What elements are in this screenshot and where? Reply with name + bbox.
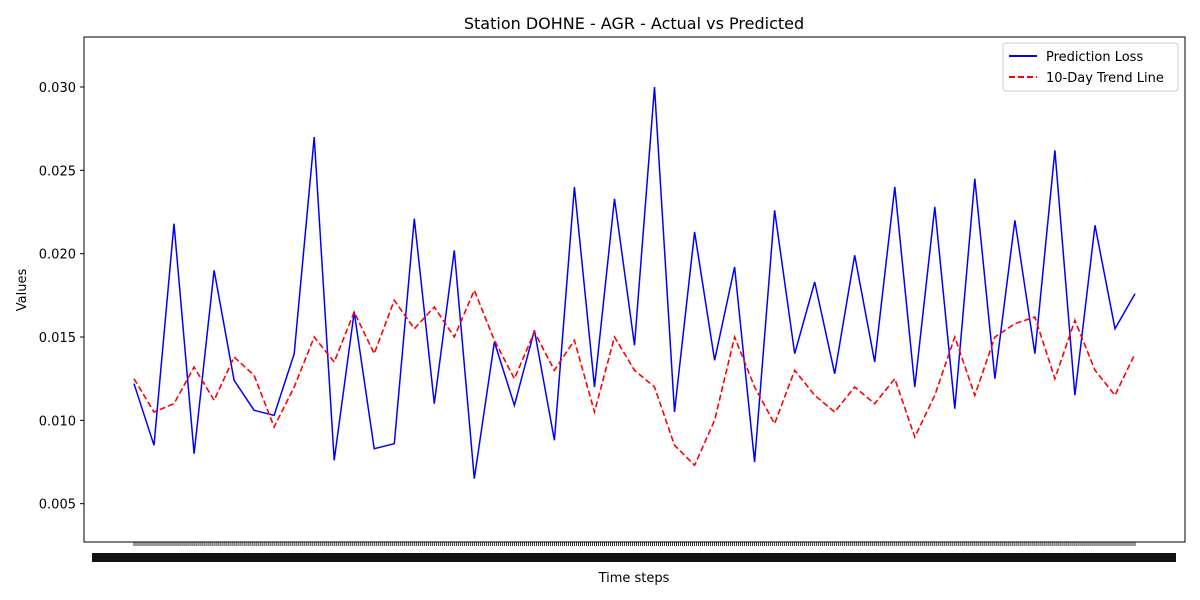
legend-label-trend-line: 10-Day Trend Line [1046,71,1164,86]
y-tick-label: 0.030 [39,81,76,96]
y-tick-label: 0.015 [39,331,76,346]
legend-label-prediction-loss: Prediction Loss [1046,50,1143,65]
plot-area [83,36,1186,543]
y-tick-label: 0.020 [39,248,76,263]
y-tick-label: 0.025 [39,164,76,179]
chart-title: Station DOHNE - AGR - Actual vs Predicte… [464,14,804,33]
x-tick-label-band [92,553,1176,562]
legend-box [1002,42,1179,92]
legend: Prediction Loss 10-Day Trend Line [1002,42,1179,92]
y-axis: 0.005 0.010 0.015 0.020 0.025 0.030 [39,81,84,513]
x-axis-ticks [92,542,1176,562]
y-tick-label: 0.005 [39,498,76,513]
y-axis-label: Values [15,269,30,312]
series-layer [133,86,1136,479]
x-axis-label: Time steps [598,571,670,586]
series-line-1 [133,288,1136,467]
y-tick-label: 0.010 [39,414,76,429]
series-line-0 [133,86,1136,479]
